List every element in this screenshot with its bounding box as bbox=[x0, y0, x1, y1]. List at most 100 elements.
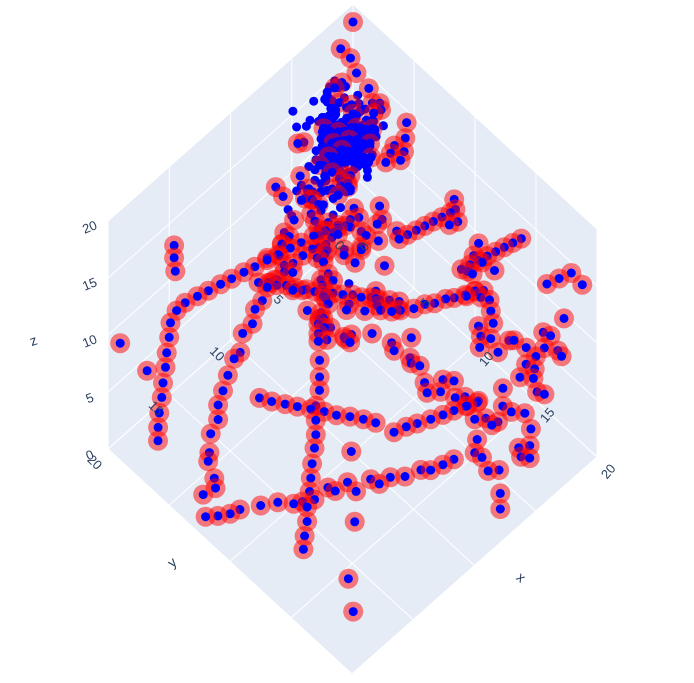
data-point bbox=[346, 447, 356, 456]
z-tick-label: 20 bbox=[80, 217, 99, 236]
data-point bbox=[468, 269, 477, 279]
data-point bbox=[292, 122, 302, 132]
data-point bbox=[153, 436, 163, 446]
data-point bbox=[506, 407, 516, 417]
data-point bbox=[346, 53, 355, 63]
data-point bbox=[192, 291, 202, 301]
data-point bbox=[216, 279, 226, 289]
data-point bbox=[422, 388, 432, 398]
data-point bbox=[169, 240, 179, 250]
data-point bbox=[490, 266, 499, 275]
data-point bbox=[546, 331, 556, 341]
data-point bbox=[342, 305, 351, 315]
data-point bbox=[250, 304, 260, 314]
data-point bbox=[358, 414, 368, 424]
data-point bbox=[315, 372, 325, 382]
data-point bbox=[198, 490, 208, 500]
z-axis-title: z bbox=[27, 332, 39, 349]
data-point bbox=[542, 279, 552, 289]
data-point bbox=[158, 378, 168, 388]
data-point bbox=[351, 486, 361, 496]
data-point bbox=[526, 424, 536, 434]
data-point bbox=[330, 486, 340, 496]
data-point bbox=[336, 203, 345, 213]
data-point bbox=[157, 392, 167, 402]
data-point bbox=[248, 319, 257, 329]
data-point bbox=[298, 544, 308, 554]
data-point bbox=[313, 336, 323, 346]
data-point bbox=[315, 355, 325, 365]
data-point bbox=[401, 422, 411, 432]
grid-line bbox=[351, 456, 598, 675]
data-point bbox=[389, 427, 399, 437]
z-tick-label: 10 bbox=[80, 331, 99, 350]
data-point bbox=[426, 414, 436, 424]
data-point bbox=[372, 219, 382, 229]
data-point bbox=[343, 574, 353, 584]
data-point bbox=[201, 512, 211, 522]
data-point bbox=[262, 255, 272, 265]
data-point bbox=[539, 389, 549, 399]
data-point bbox=[310, 165, 320, 175]
data-point bbox=[495, 504, 505, 514]
data-point bbox=[172, 306, 182, 316]
data-point bbox=[367, 329, 377, 338]
data-point bbox=[302, 517, 312, 526]
z-tick-label: 15 bbox=[80, 274, 99, 293]
data-point bbox=[302, 502, 312, 512]
data-point bbox=[475, 342, 485, 352]
data-point bbox=[356, 292, 366, 302]
data-point bbox=[374, 479, 384, 489]
data-point bbox=[300, 531, 310, 541]
data-point bbox=[387, 307, 397, 316]
data-point bbox=[213, 415, 223, 424]
data-point bbox=[363, 165, 372, 175]
data-point bbox=[293, 139, 303, 148]
data-point bbox=[472, 435, 482, 444]
data-point bbox=[315, 385, 324, 395]
data-point bbox=[239, 267, 249, 277]
data-point bbox=[301, 121, 311, 131]
data-point bbox=[352, 68, 361, 78]
data-point bbox=[394, 234, 404, 244]
data-point bbox=[409, 304, 419, 314]
data-point bbox=[520, 408, 530, 418]
x-tick-label: 20 bbox=[598, 461, 619, 482]
data-point bbox=[166, 318, 175, 328]
data-point bbox=[488, 318, 498, 328]
data-point bbox=[554, 274, 564, 283]
data-point bbox=[142, 366, 152, 376]
data-point bbox=[477, 452, 487, 462]
z-tick-label: 5 bbox=[83, 390, 95, 407]
grid-line bbox=[290, 400, 537, 619]
data-point bbox=[273, 497, 283, 507]
data-point bbox=[288, 268, 298, 277]
data-point bbox=[362, 172, 372, 182]
data-point bbox=[493, 347, 503, 357]
data-point bbox=[483, 466, 493, 476]
data-point bbox=[267, 397, 277, 406]
data-point bbox=[238, 328, 248, 338]
data-point bbox=[364, 83, 374, 93]
data-point bbox=[289, 499, 299, 509]
data-point bbox=[213, 511, 223, 521]
data-point bbox=[406, 333, 416, 343]
data-point bbox=[213, 400, 223, 410]
data-point bbox=[345, 337, 355, 347]
data-point bbox=[302, 306, 312, 315]
data-point bbox=[255, 393, 264, 403]
data-point bbox=[348, 17, 358, 27]
data-point bbox=[528, 373, 538, 383]
data-point bbox=[350, 258, 360, 268]
data-point bbox=[223, 370, 233, 380]
data-point bbox=[438, 460, 448, 470]
data-point bbox=[289, 215, 299, 225]
data-point bbox=[373, 236, 383, 246]
x-axis-title: x bbox=[513, 569, 529, 586]
data-point bbox=[310, 443, 319, 453]
data-point bbox=[380, 261, 389, 271]
data-point bbox=[470, 414, 480, 424]
y-axis-title: y bbox=[164, 554, 180, 571]
data-point bbox=[295, 171, 305, 181]
